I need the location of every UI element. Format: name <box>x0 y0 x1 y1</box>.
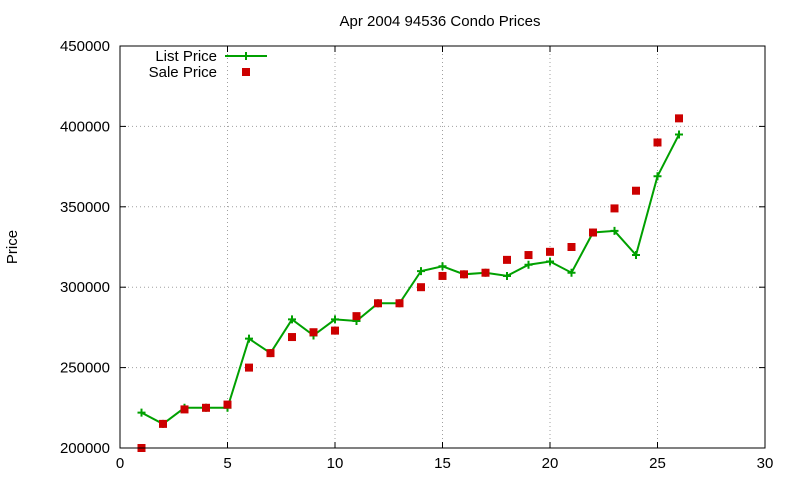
legend-marker-list-price <box>242 52 250 60</box>
sale-price-point-4 <box>202 403 210 412</box>
sale-price-point-10 <box>331 326 339 335</box>
sale-price-point-14 <box>417 283 425 292</box>
x-tick-label-30: 30 <box>757 455 774 472</box>
data-series <box>137 114 683 452</box>
list-price-point-18 <box>503 271 511 280</box>
sale-price-point-6 <box>245 363 253 372</box>
sale-price-point-15 <box>438 271 447 280</box>
y-tick-label-200000: 200000 <box>60 440 110 457</box>
list-price-point-20 <box>546 257 554 266</box>
grid-lines <box>120 46 765 448</box>
sale-price-point-13 <box>395 299 404 308</box>
x-tick-label-0: 0 <box>116 455 124 472</box>
list-price-point-8 <box>288 315 296 324</box>
sale-price-point-24 <box>632 186 640 195</box>
sale-price-point-16 <box>460 270 468 279</box>
sale-price-point-2 <box>159 419 167 428</box>
y-tick-label-250000: 250000 <box>60 360 110 377</box>
sale-price-point-25 <box>653 138 662 147</box>
y-axis-label: Price <box>4 230 21 264</box>
sale-price-point-17 <box>481 268 490 277</box>
sale-price-point-26 <box>675 114 683 123</box>
sale-price-point-20 <box>546 247 554 256</box>
list-price-point-14 <box>417 267 425 276</box>
axis-ticks: 0 5 10 15 20 25 30 200000 250000 300000 350000 4000… <box>60 38 773 472</box>
x-tick-label-5: 5 <box>223 455 231 472</box>
list-price-point-21 <box>567 268 576 277</box>
sale-price-point-12 <box>374 299 382 308</box>
list-price-point-15 <box>438 262 447 271</box>
sale-price-point-23 <box>610 204 619 213</box>
sale-price-point-5 <box>223 400 232 409</box>
x-tick-label-25: 25 <box>649 455 666 472</box>
sale-price-point-22 <box>589 228 597 237</box>
sale-price-point-8 <box>288 333 296 342</box>
legend-marker-sale-price <box>242 68 250 76</box>
y-tick-label-300000: 300000 <box>60 279 110 296</box>
series-line-list-price <box>141 133 680 426</box>
list-price-point-23 <box>610 226 619 235</box>
list-price-point-6 <box>245 334 253 343</box>
list-price-point-10 <box>331 315 339 324</box>
legend: List Price Sale Price <box>149 48 267 81</box>
legend-sample-sale-price <box>242 68 250 76</box>
chart-title: Apr 2004 94536 Condo Prices <box>340 13 541 30</box>
legend-label-list-price: List Price <box>155 48 217 65</box>
list-price-point-19 <box>524 260 533 269</box>
y-tick-label-450000: 450000 <box>60 38 110 55</box>
x-tick-label-20: 20 <box>542 455 559 472</box>
sale-price-point-9 <box>309 328 318 337</box>
list-price-point-24 <box>632 251 640 260</box>
sale-price-point-3 <box>180 405 189 414</box>
sale-price-point-19 <box>524 251 533 260</box>
list-price-point-1 <box>137 408 146 417</box>
list-price-point-25 <box>653 172 662 181</box>
list-price-point-26 <box>675 130 683 139</box>
sale-price-point-11 <box>352 312 361 321</box>
x-tick-label-10: 10 <box>327 455 344 472</box>
sale-price-point-21 <box>567 243 576 251</box>
legend-sample-list-price <box>225 52 267 60</box>
sale-price-point-7 <box>266 349 275 358</box>
y-tick-label-400000: 400000 <box>60 118 110 135</box>
sale-price-point-18 <box>503 255 511 264</box>
plot-frame <box>119 45 766 449</box>
legend-label-sale-price: Sale Price <box>149 64 217 81</box>
y-tick-label-350000: 350000 <box>60 199 110 216</box>
x-tick-label-15: 15 <box>434 455 451 472</box>
